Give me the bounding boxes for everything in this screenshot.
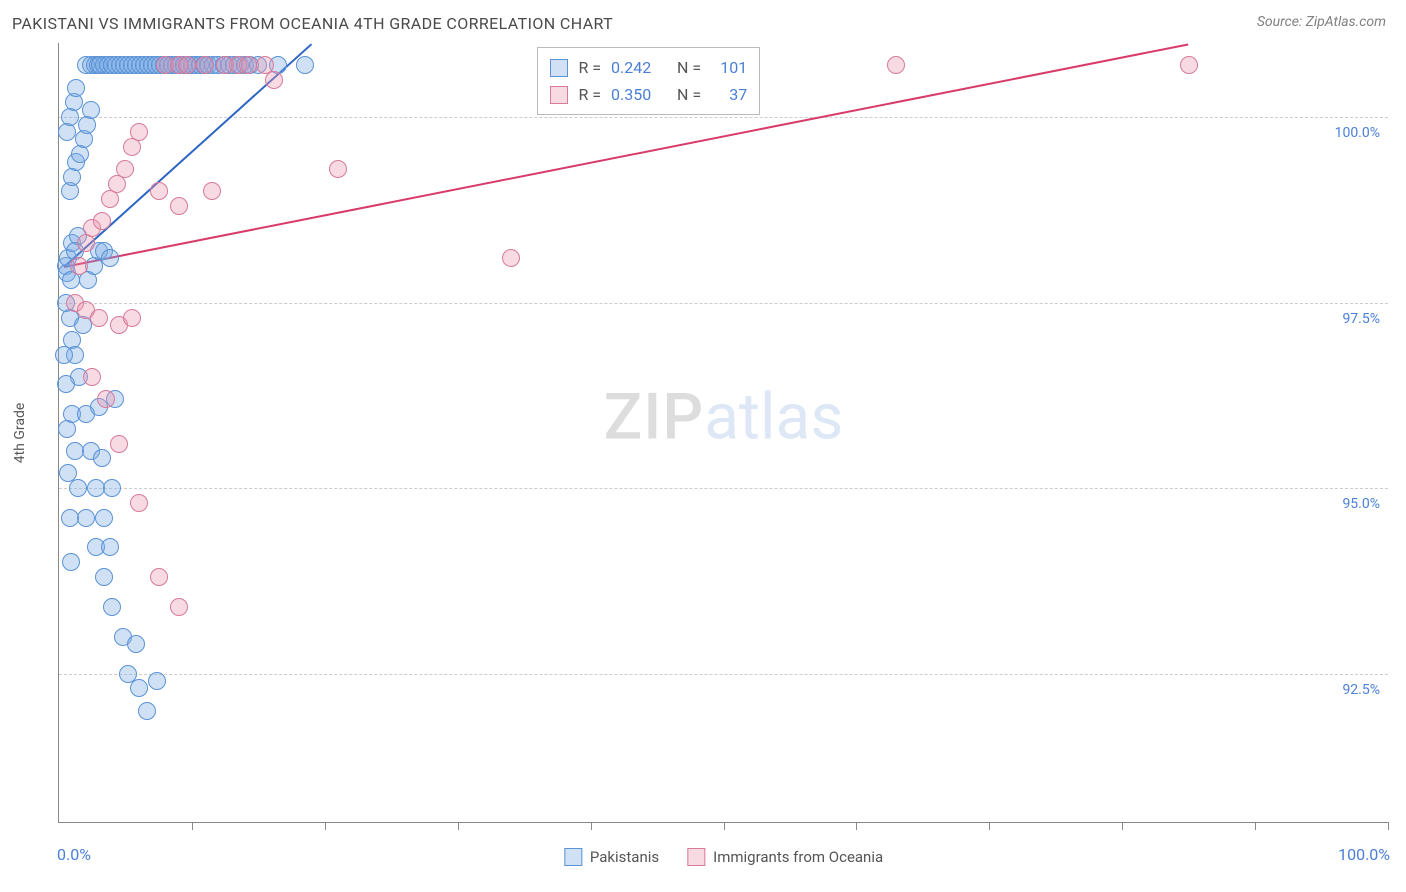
data-point-pakistanis xyxy=(58,420,76,438)
x-tick xyxy=(325,822,326,830)
data-point-oceania xyxy=(203,182,221,200)
data-point-oceania xyxy=(196,56,214,74)
data-point-oceania xyxy=(83,368,101,386)
chart-source: Source: ZipAtlas.com xyxy=(1257,14,1386,30)
x-tick xyxy=(989,822,990,830)
gridline xyxy=(59,674,1388,675)
data-point-oceania xyxy=(170,598,188,616)
data-point-oceania xyxy=(1180,56,1198,74)
scatter-plot: ZIPatlas 100.0%97.5%95.0%92.5%0.0%100.0%… xyxy=(58,43,1388,823)
x-tick xyxy=(458,822,459,830)
x-tick xyxy=(1388,822,1389,830)
data-point-pakistanis xyxy=(57,375,75,393)
data-point-oceania xyxy=(130,494,148,512)
data-point-oceania xyxy=(97,390,115,408)
legend-swatch-pakistanis xyxy=(564,848,582,866)
data-point-pakistanis xyxy=(82,101,100,119)
watermark-zip: ZIP xyxy=(604,379,705,454)
data-point-oceania xyxy=(150,182,168,200)
stats-r-value-pakistanis: 0.242 xyxy=(611,54,667,81)
x-tick xyxy=(591,822,592,830)
x-tick xyxy=(192,822,193,830)
data-point-oceania xyxy=(150,568,168,586)
stats-r-key: R = xyxy=(578,54,601,81)
watermark-atlas: atlas xyxy=(704,379,843,454)
legend-label-pakistanis: Pakistanis xyxy=(590,848,659,866)
data-point-oceania xyxy=(70,257,88,275)
data-point-oceania xyxy=(329,160,347,178)
stats-n-key: N = xyxy=(677,81,701,108)
data-point-oceania xyxy=(116,160,134,178)
stats-n-key: N = xyxy=(677,54,701,81)
x-tick xyxy=(856,822,857,830)
data-point-oceania xyxy=(887,56,905,74)
stats-swatch-oceania xyxy=(550,86,568,104)
y-axis-label: 4th Grade xyxy=(12,403,28,464)
data-point-oceania xyxy=(123,309,141,327)
data-point-oceania xyxy=(178,56,196,74)
data-point-oceania xyxy=(110,435,128,453)
x-tick xyxy=(1122,822,1123,830)
legend: Pakistanis Immigrants from Oceania xyxy=(564,848,883,866)
stats-row-pakistanis: R = 0.242 N = 101 xyxy=(550,54,747,81)
data-point-pakistanis xyxy=(95,568,113,586)
gridline xyxy=(59,117,1388,118)
x-tick xyxy=(724,822,725,830)
stats-row-oceania: R = 0.350 N = 37 xyxy=(550,81,747,108)
data-point-pakistanis xyxy=(77,509,95,527)
y-tick-label: 95.0% xyxy=(1340,496,1382,512)
legend-swatch-oceania xyxy=(687,848,705,866)
stats-r-value-oceania: 0.350 xyxy=(611,81,667,108)
data-point-pakistanis xyxy=(127,635,145,653)
y-tick-label: 100.0% xyxy=(1333,125,1382,141)
data-point-pakistanis xyxy=(103,598,121,616)
x-max-label: 100.0% xyxy=(1338,845,1390,864)
data-point-oceania xyxy=(502,249,520,267)
gridline xyxy=(59,488,1388,489)
data-point-oceania xyxy=(130,123,148,141)
data-point-oceania xyxy=(93,212,111,230)
stats-n-value-oceania: 37 xyxy=(711,81,747,108)
x-min-label: 0.0% xyxy=(57,845,91,864)
data-point-oceania xyxy=(265,71,283,89)
chart-title: PAKISTANI VS IMMIGRANTS FROM OCEANIA 4TH… xyxy=(12,14,613,33)
data-point-pakistanis xyxy=(93,449,111,467)
gridline xyxy=(59,303,1388,304)
data-point-pakistanis xyxy=(69,479,87,497)
watermark: ZIPatlas xyxy=(604,379,844,454)
data-point-oceania xyxy=(90,309,108,327)
data-point-pakistanis xyxy=(61,509,79,527)
legend-label-oceania: Immigrants from Oceania xyxy=(713,848,883,866)
stats-swatch-pakistanis xyxy=(550,59,568,77)
data-point-pakistanis xyxy=(103,479,121,497)
data-point-pakistanis xyxy=(138,702,156,720)
data-point-pakistanis xyxy=(67,79,85,97)
data-point-pakistanis xyxy=(130,679,148,697)
data-point-pakistanis xyxy=(55,346,73,364)
stats-box: R = 0.242 N = 101 R = 0.350 N = 37 xyxy=(537,47,760,115)
data-point-pakistanis xyxy=(62,553,80,571)
data-point-pakistanis xyxy=(101,538,119,556)
data-point-pakistanis xyxy=(296,56,314,74)
data-point-oceania xyxy=(239,56,257,74)
data-point-oceania xyxy=(170,197,188,215)
data-point-pakistanis xyxy=(95,509,113,527)
y-tick-label: 92.5% xyxy=(1340,682,1382,698)
data-point-pakistanis xyxy=(101,249,119,267)
stats-n-value-pakistanis: 101 xyxy=(711,54,747,81)
data-point-pakistanis xyxy=(59,464,77,482)
chart-header: PAKISTANI VS IMMIGRANTS FROM OCEANIA 4TH… xyxy=(0,0,1406,43)
x-tick xyxy=(1255,822,1256,830)
data-point-pakistanis xyxy=(148,672,166,690)
chart-area: 4th Grade ZIPatlas 100.0%97.5%95.0%92.5%… xyxy=(48,43,1388,823)
stats-r-key: R = xyxy=(578,81,601,108)
y-tick-label: 97.5% xyxy=(1340,311,1382,327)
legend-item-pakistanis: Pakistanis xyxy=(564,848,659,866)
legend-item-oceania: Immigrants from Oceania xyxy=(687,848,883,866)
